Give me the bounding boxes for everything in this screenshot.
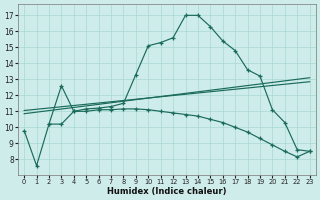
X-axis label: Humidex (Indice chaleur): Humidex (Indice chaleur) — [107, 187, 227, 196]
